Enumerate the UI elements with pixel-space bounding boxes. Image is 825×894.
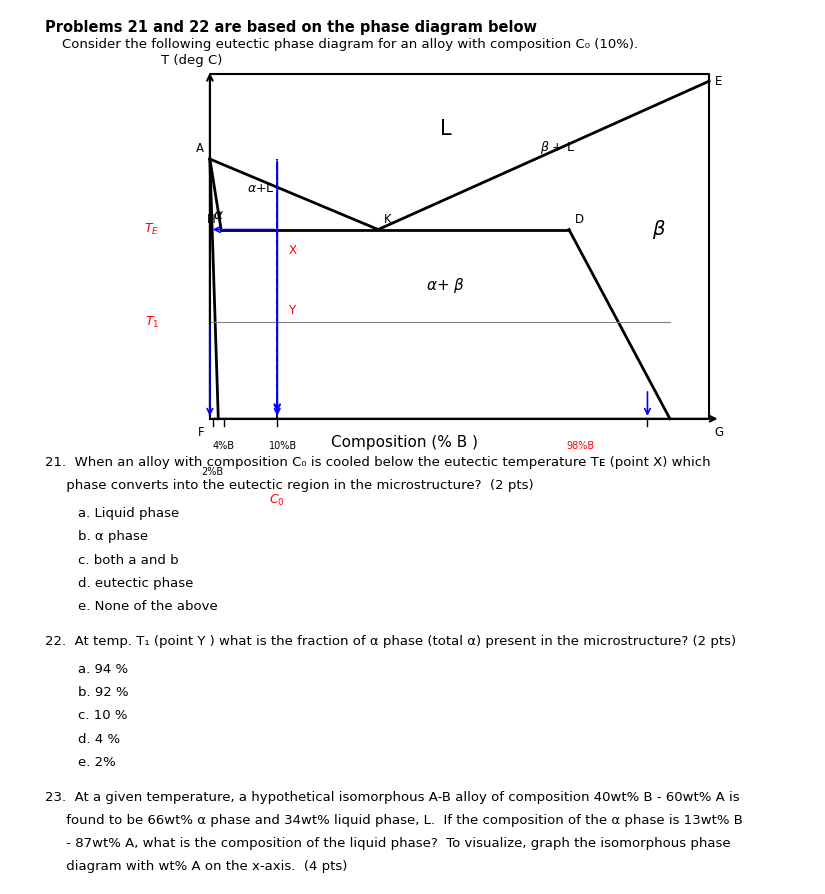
Text: $\alpha$+ $\beta$: $\alpha$+ $\beta$	[426, 275, 465, 295]
Text: $\alpha$: $\alpha$	[213, 208, 224, 222]
Text: e. None of the above: e. None of the above	[78, 600, 218, 613]
Text: T (deg C): T (deg C)	[161, 54, 222, 67]
Text: $T_1$: $T_1$	[145, 315, 159, 330]
Text: 21.  When an alloy with composition C₀ is cooled below the eutectic temperature : 21. When an alloy with composition C₀ is…	[45, 456, 711, 469]
Text: 23.  At a given temperature, a hypothetical isomorphous A-B alloy of composition: 23. At a given temperature, a hypothetic…	[45, 790, 740, 804]
Text: A: A	[196, 142, 205, 156]
Text: X: X	[289, 244, 296, 257]
Text: b. α phase: b. α phase	[78, 530, 148, 544]
Text: found to be 66wt% α phase and 34wt% liquid phase, L.  If the composition of the : found to be 66wt% α phase and 34wt% liqu…	[45, 814, 743, 827]
Text: $\beta$ + L: $\beta$ + L	[540, 139, 575, 156]
Text: $\alpha$+L: $\alpha$+L	[247, 182, 274, 195]
Text: 2%B: 2%B	[201, 467, 224, 477]
Text: E: E	[714, 74, 722, 88]
Text: D: D	[574, 213, 583, 226]
Text: Problems 21 and 22 are based on the phase diagram below: Problems 21 and 22 are based on the phas…	[45, 20, 537, 35]
Text: 10%B: 10%B	[269, 441, 297, 451]
Text: K: K	[384, 213, 391, 226]
Text: H: H	[207, 213, 215, 226]
Text: d. 4 %: d. 4 %	[78, 732, 120, 746]
Text: $C_0$: $C_0$	[269, 493, 285, 508]
Text: 22.  At temp. T₁ (point Y ) what is the fraction of α phase (total α) present in: 22. At temp. T₁ (point Y ) what is the f…	[45, 635, 737, 648]
Text: $\beta$: $\beta$	[652, 218, 666, 241]
Text: Composition (% B ): Composition (% B )	[331, 435, 478, 451]
Text: Y: Y	[289, 304, 295, 316]
Text: 98%B: 98%B	[566, 441, 594, 451]
Text: diagram with wt% A on the x-axis.  (4 pts): diagram with wt% A on the x-axis. (4 pts…	[45, 860, 348, 873]
Text: b. 92 %: b. 92 %	[78, 686, 129, 699]
Text: 4%B: 4%B	[213, 441, 235, 451]
Text: - 87wt% A, what is the composition of the liquid phase?  To visualize, graph the: - 87wt% A, what is the composition of th…	[45, 837, 731, 850]
Text: phase converts into the eutectic region in the microstructure?  (2 pts): phase converts into the eutectic region …	[45, 479, 534, 493]
Text: L: L	[440, 120, 451, 139]
Text: G: G	[714, 426, 724, 439]
Text: d. eutectic phase: d. eutectic phase	[78, 577, 194, 590]
Text: e. 2%: e. 2%	[78, 755, 116, 769]
Text: c. both a and b: c. both a and b	[78, 553, 179, 567]
Text: $T_E$: $T_E$	[144, 222, 159, 237]
Text: Consider the following eutectic phase diagram for an alloy with composition C₀ (: Consider the following eutectic phase di…	[62, 38, 638, 51]
Text: a. Liquid phase: a. Liquid phase	[78, 507, 180, 520]
Text: a. 94 %: a. 94 %	[78, 662, 129, 676]
Text: F: F	[198, 426, 205, 439]
Text: c. 10 %: c. 10 %	[78, 709, 128, 722]
